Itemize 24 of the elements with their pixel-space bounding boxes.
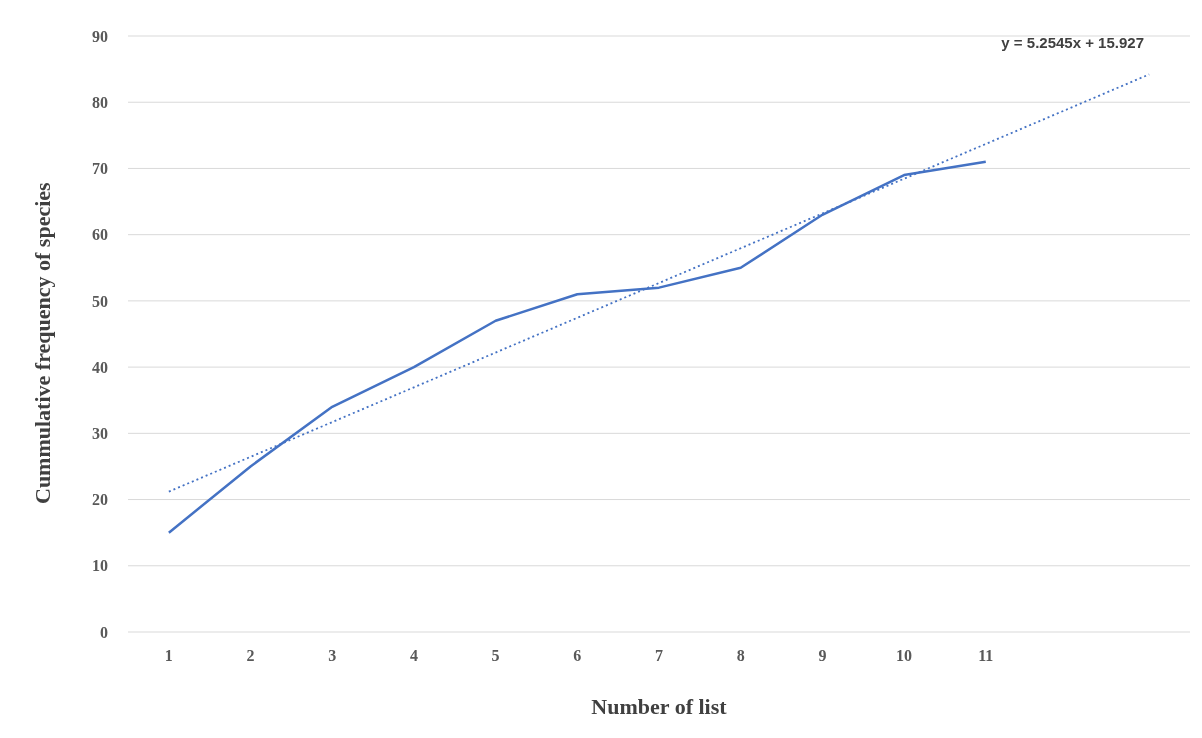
x-tick-label: 9	[818, 647, 827, 665]
x-axis-title: Number of list	[591, 694, 728, 719]
x-tick-label: 11	[978, 647, 994, 665]
x-tick-label: 1	[164, 647, 173, 665]
x-tick-label: 5	[491, 647, 500, 665]
y-axis-title: Cummulative frequency of species	[29, 181, 55, 504]
x-tick-label: 10	[896, 647, 913, 665]
x-tick-label: 4	[409, 647, 418, 665]
y-tick-label: 50	[92, 292, 108, 310]
x-tick-label: 2	[246, 647, 255, 665]
x-tick-label: 6	[573, 647, 582, 665]
y-tick-label: 10	[92, 557, 108, 575]
y-tick-label: 60	[92, 226, 108, 244]
annotation: y = 5.2545x + 15.927	[1001, 34, 1144, 51]
y-tick-label: 80	[92, 93, 108, 111]
x-tick-label: 7	[655, 647, 663, 665]
y-tick-label: 40	[92, 358, 108, 376]
y-tick-label: 0	[100, 623, 108, 641]
x-tick-label: 3	[328, 647, 337, 665]
y-tick-label: 70	[92, 160, 108, 178]
y-tick-label: 20	[92, 491, 108, 509]
x-tick-label: 8	[736, 647, 745, 665]
y-tick-label: 30	[92, 425, 108, 443]
y-tick-label: 90	[92, 27, 108, 45]
